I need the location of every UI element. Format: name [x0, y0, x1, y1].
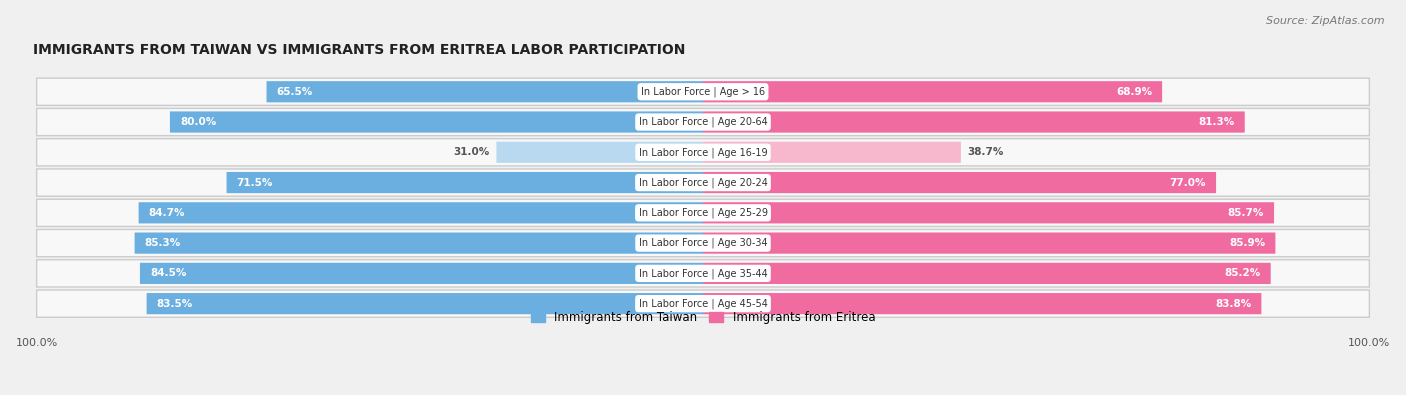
Text: 83.5%: 83.5% — [156, 299, 193, 308]
FancyBboxPatch shape — [146, 293, 703, 314]
FancyBboxPatch shape — [703, 233, 1275, 254]
FancyBboxPatch shape — [703, 263, 1271, 284]
Text: 65.5%: 65.5% — [277, 87, 314, 97]
Text: 85.7%: 85.7% — [1227, 208, 1264, 218]
FancyBboxPatch shape — [37, 199, 1369, 226]
FancyBboxPatch shape — [226, 172, 703, 193]
Text: 77.0%: 77.0% — [1170, 178, 1206, 188]
FancyBboxPatch shape — [37, 169, 1369, 196]
Text: 84.5%: 84.5% — [150, 268, 187, 278]
FancyBboxPatch shape — [703, 202, 1274, 224]
Text: 31.0%: 31.0% — [454, 147, 489, 157]
Text: 85.3%: 85.3% — [145, 238, 181, 248]
FancyBboxPatch shape — [703, 172, 1216, 193]
Text: In Labor Force | Age 16-19: In Labor Force | Age 16-19 — [638, 147, 768, 158]
Text: IMMIGRANTS FROM TAIWAN VS IMMIGRANTS FROM ERITREA LABOR PARTICIPATION: IMMIGRANTS FROM TAIWAN VS IMMIGRANTS FRO… — [34, 43, 686, 56]
FancyBboxPatch shape — [170, 111, 703, 133]
Text: 81.3%: 81.3% — [1198, 117, 1234, 127]
FancyBboxPatch shape — [496, 142, 703, 163]
FancyBboxPatch shape — [37, 290, 1369, 317]
Text: In Labor Force | Age 20-24: In Labor Force | Age 20-24 — [638, 177, 768, 188]
Legend: Immigrants from Taiwan, Immigrants from Eritrea: Immigrants from Taiwan, Immigrants from … — [526, 306, 880, 329]
FancyBboxPatch shape — [703, 293, 1261, 314]
FancyBboxPatch shape — [267, 81, 703, 102]
Text: 68.9%: 68.9% — [1116, 87, 1152, 97]
Text: 80.0%: 80.0% — [180, 117, 217, 127]
Text: 71.5%: 71.5% — [236, 178, 273, 188]
FancyBboxPatch shape — [37, 139, 1369, 166]
FancyBboxPatch shape — [703, 111, 1244, 133]
FancyBboxPatch shape — [703, 81, 1163, 102]
Text: In Labor Force | Age 35-44: In Labor Force | Age 35-44 — [638, 268, 768, 278]
Text: 85.2%: 85.2% — [1225, 268, 1261, 278]
Text: In Labor Force | Age > 16: In Labor Force | Age > 16 — [641, 87, 765, 97]
Text: In Labor Force | Age 20-64: In Labor Force | Age 20-64 — [638, 117, 768, 127]
Text: 85.9%: 85.9% — [1229, 238, 1265, 248]
FancyBboxPatch shape — [141, 263, 703, 284]
Text: Source: ZipAtlas.com: Source: ZipAtlas.com — [1267, 16, 1385, 26]
Text: In Labor Force | Age 45-54: In Labor Force | Age 45-54 — [638, 298, 768, 309]
FancyBboxPatch shape — [703, 142, 960, 163]
Text: 38.7%: 38.7% — [967, 147, 1004, 157]
FancyBboxPatch shape — [37, 78, 1369, 105]
FancyBboxPatch shape — [135, 233, 703, 254]
FancyBboxPatch shape — [37, 260, 1369, 287]
FancyBboxPatch shape — [37, 229, 1369, 257]
FancyBboxPatch shape — [37, 108, 1369, 135]
Text: 84.7%: 84.7% — [149, 208, 186, 218]
Text: In Labor Force | Age 25-29: In Labor Force | Age 25-29 — [638, 208, 768, 218]
Text: 83.8%: 83.8% — [1215, 299, 1251, 308]
Text: In Labor Force | Age 30-34: In Labor Force | Age 30-34 — [638, 238, 768, 248]
FancyBboxPatch shape — [139, 202, 703, 224]
